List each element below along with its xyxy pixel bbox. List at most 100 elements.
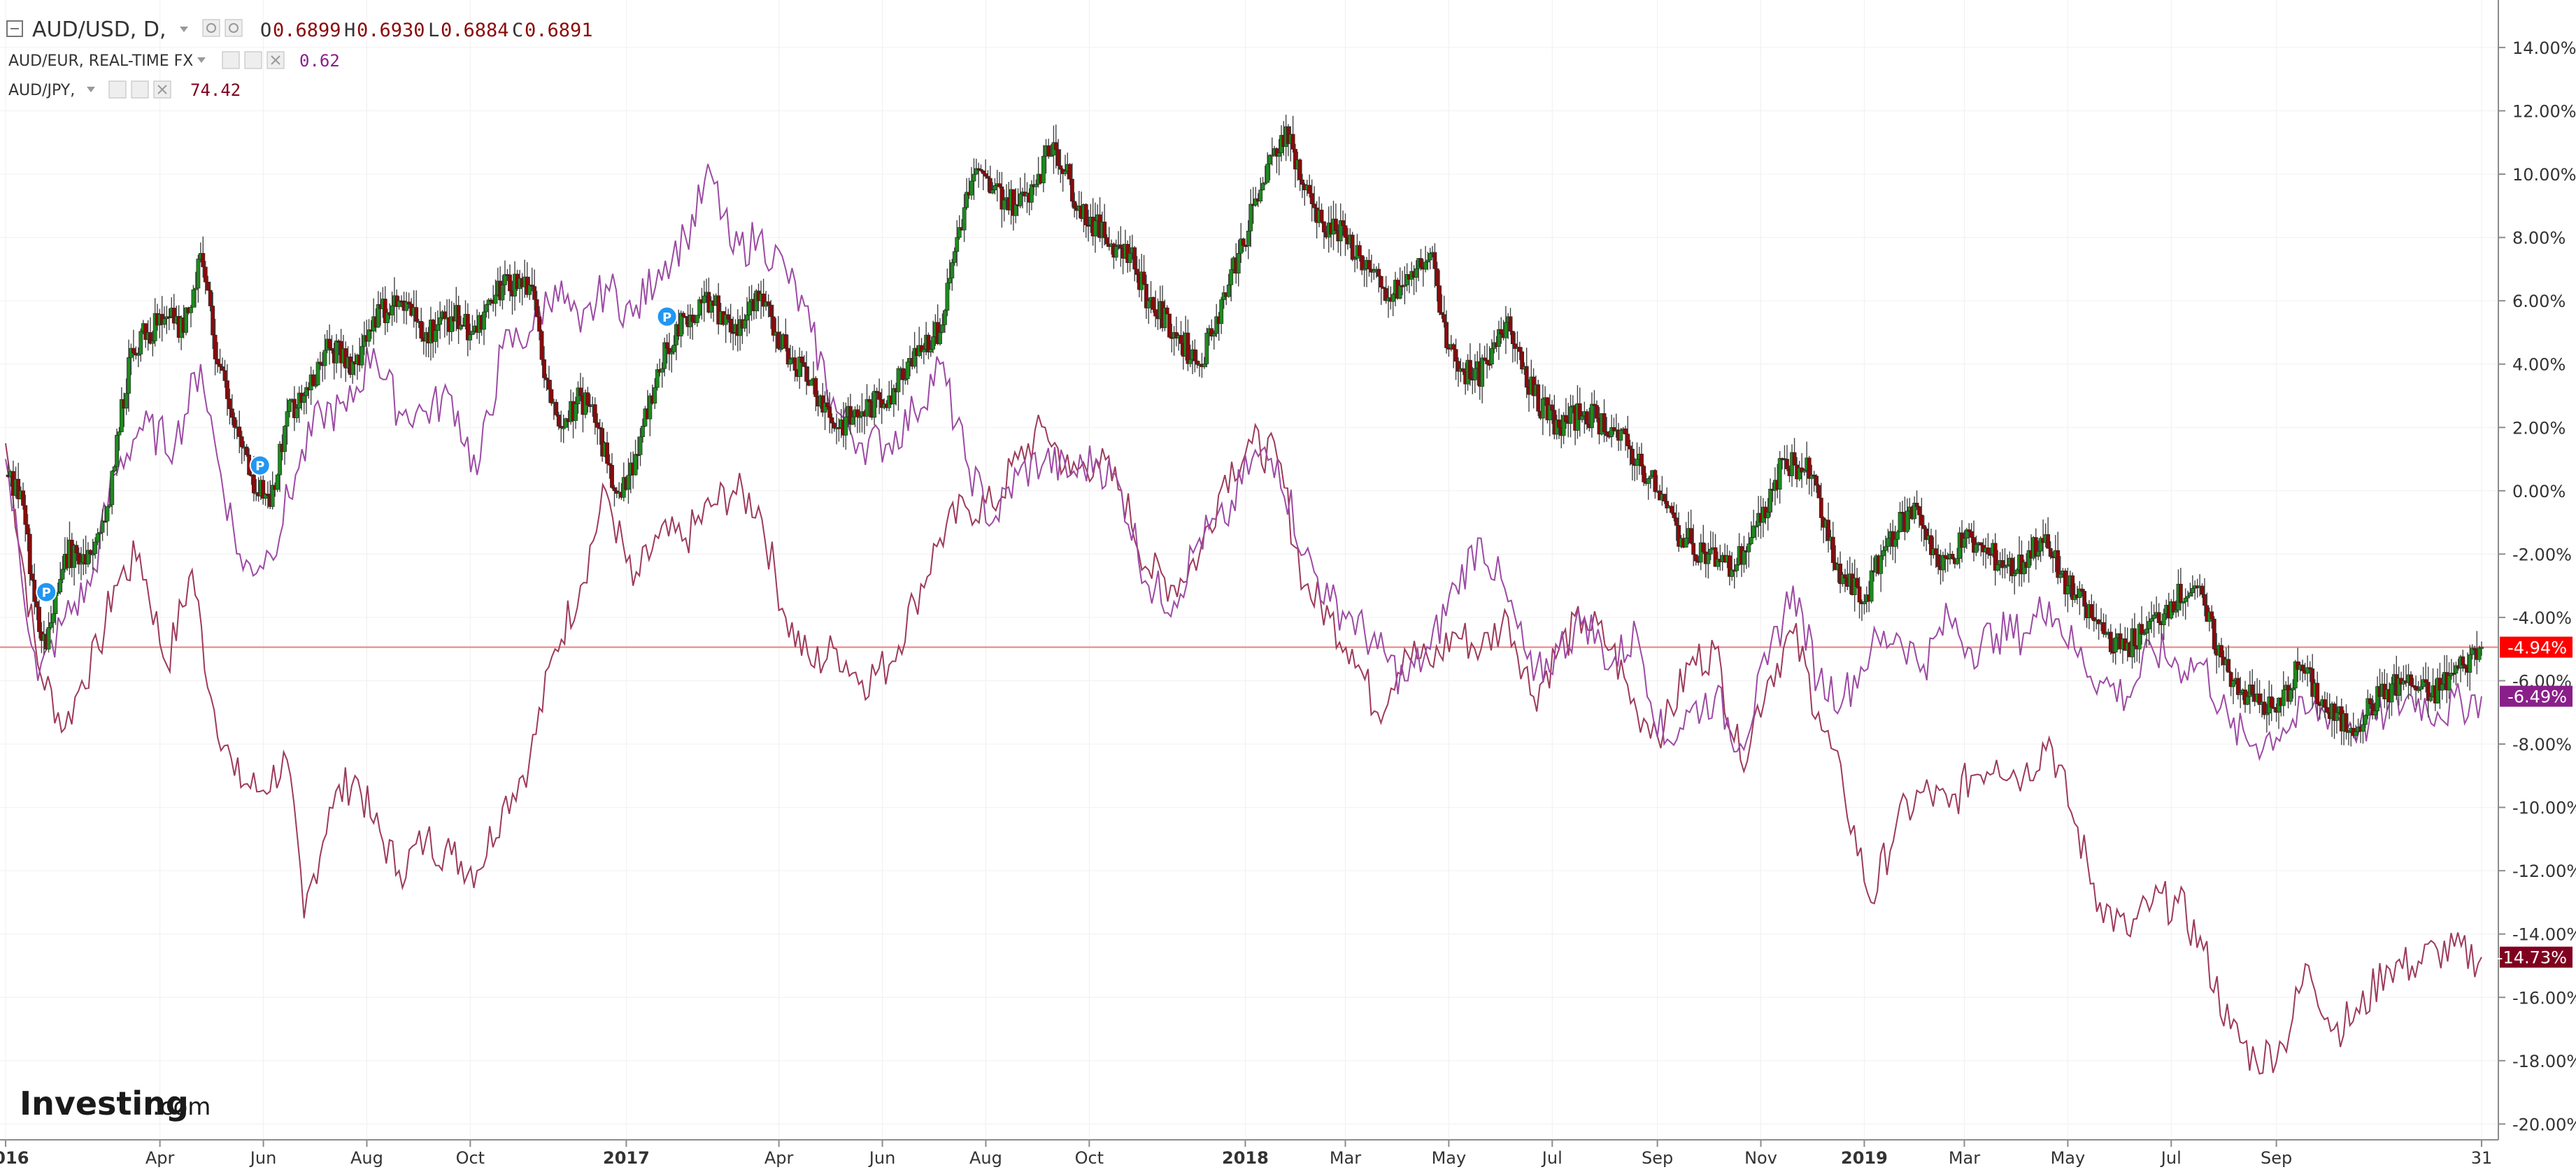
candle — [1684, 522, 1688, 548]
candle — [222, 359, 227, 388]
candle-down — [1307, 185, 1312, 194]
settings-icon[interactable] — [202, 19, 220, 37]
legend-row-audusd[interactable]: AUD/USD, D, O 0.6899 H 0.6930 L 0.6884 C… — [6, 17, 593, 42]
candle — [702, 280, 706, 322]
legend-row-audeur[interactable]: AUD/EUR, REAL-TIME FX 0.62 — [8, 51, 340, 71]
candle-down — [1487, 364, 1492, 366]
candle — [1936, 544, 1941, 575]
candle — [225, 364, 229, 416]
candle — [1069, 163, 1074, 208]
candle — [633, 439, 638, 476]
x-tick-label: Sep — [1642, 1148, 1673, 1168]
candle — [1649, 470, 1653, 489]
candle — [1974, 535, 1979, 557]
candle — [1768, 478, 1772, 517]
candle-down — [1499, 329, 1504, 334]
candle-up — [1706, 554, 1711, 564]
settings-icon[interactable] — [108, 80, 127, 99]
candle-down — [1510, 331, 1515, 345]
candle — [2111, 638, 2116, 663]
candle-down — [1914, 503, 1919, 507]
candle — [2421, 666, 2426, 689]
candle — [93, 537, 98, 559]
pin-marker[interactable]: P — [656, 306, 678, 327]
candle-down — [1241, 238, 1246, 246]
candle-up — [433, 330, 438, 342]
candle-down — [2461, 656, 2465, 666]
candle-up — [263, 494, 268, 499]
candle-down — [1557, 420, 1561, 428]
candle-up — [90, 553, 95, 556]
candle-down — [23, 505, 28, 525]
candle-up — [669, 351, 674, 355]
candle-up — [2174, 610, 2178, 613]
candle — [86, 542, 90, 568]
chevron-down-icon[interactable] — [180, 27, 188, 32]
chevron-down-icon[interactable] — [197, 57, 206, 63]
candle-down — [874, 391, 879, 393]
visibility-icon[interactable] — [244, 51, 262, 69]
candle-down — [2409, 674, 2413, 686]
candle — [184, 307, 188, 336]
candle — [229, 394, 234, 425]
candle-up — [360, 346, 364, 366]
candle-down — [456, 305, 461, 329]
candle — [872, 384, 876, 426]
candle — [438, 301, 443, 339]
chevron-down-icon[interactable] — [87, 87, 95, 92]
candle — [1485, 343, 1490, 379]
candle-up — [1211, 333, 1216, 337]
candle-up — [955, 237, 960, 252]
settings-icon[interactable] — [222, 51, 240, 69]
candle-down — [776, 331, 781, 349]
collapse-icon[interactable] — [6, 20, 23, 37]
candle-down — [1713, 547, 1718, 567]
candle-up — [2419, 686, 2424, 690]
candle-down — [76, 552, 81, 565]
candle-up — [79, 562, 83, 565]
candle — [2375, 676, 2379, 720]
candle-up — [2104, 633, 2108, 635]
candle-up — [1974, 544, 1979, 553]
candle — [1577, 387, 1582, 437]
candle-up — [1018, 193, 1023, 206]
candle-down — [318, 362, 322, 364]
pin-marker[interactable]: P — [36, 581, 57, 603]
x-tick-label: Apr — [145, 1148, 175, 1168]
candle-down — [830, 417, 834, 424]
candle — [119, 387, 124, 433]
candle — [1807, 455, 1812, 495]
candle-up — [105, 506, 110, 522]
candle-up — [648, 395, 653, 420]
legend-row-audjpy[interactable]: AUD/JPY, 74.42 — [8, 80, 241, 100]
candle — [1204, 327, 1209, 368]
candle-down — [218, 364, 222, 367]
visibility-icon[interactable] — [131, 80, 149, 99]
candle — [638, 427, 643, 466]
candle-down — [2426, 682, 2431, 701]
candle — [662, 337, 667, 377]
candle — [227, 388, 232, 424]
candle-down — [2414, 686, 2418, 691]
candle — [1561, 412, 1566, 445]
candle — [1618, 427, 1623, 451]
candle — [2113, 628, 2118, 665]
candle-up — [119, 399, 124, 432]
candle-down — [2111, 651, 2116, 654]
candle-down — [213, 334, 218, 359]
candle — [1118, 226, 1123, 267]
candle-up — [294, 408, 299, 418]
candle — [171, 294, 176, 330]
visibility-icon[interactable] — [225, 19, 243, 37]
candle — [115, 428, 119, 476]
candle — [1480, 354, 1485, 403]
candle-down — [985, 176, 990, 179]
candle-up — [2289, 689, 2293, 702]
candle — [1826, 502, 1830, 553]
candle-up — [2361, 724, 2365, 732]
candle-up — [1372, 269, 1376, 273]
candle — [1513, 332, 1518, 362]
pin-marker[interactable]: P — [249, 455, 271, 476]
